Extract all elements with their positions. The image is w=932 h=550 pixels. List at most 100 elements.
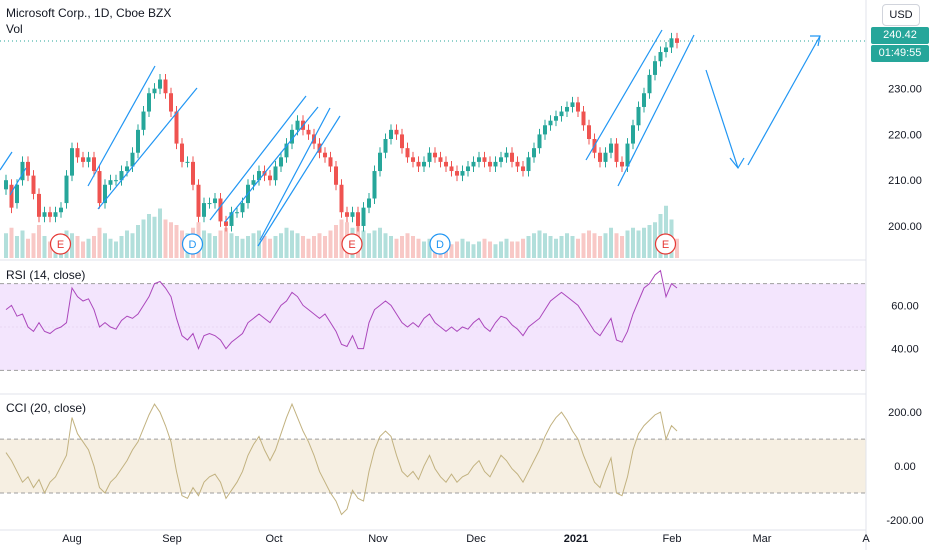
candle-body: [488, 161, 492, 167]
trend-line: [87, 65, 156, 187]
volume-bar: [488, 241, 492, 258]
candle-body: [202, 203, 206, 217]
volume-bar: [675, 238, 679, 258]
candle-body: [455, 171, 459, 176]
volume-bar: [169, 222, 173, 258]
candle-body: [273, 166, 278, 181]
volume-bar: [642, 227, 646, 258]
candle-body: [268, 175, 272, 181]
volume-bar: [108, 238, 113, 258]
volume-bar: [631, 227, 635, 258]
trend-line: [257, 115, 341, 247]
volume-bar: [114, 241, 118, 258]
volume-bar: [482, 238, 487, 258]
volume-bar: [48, 241, 52, 258]
candle-body: [565, 106, 569, 112]
candle-body: [92, 157, 96, 172]
volume-bar: [328, 230, 333, 258]
time-axis-label: A: [862, 533, 870, 545]
candle-body: [48, 212, 52, 217]
volume-label: Vol: [6, 22, 23, 36]
candle-body: [521, 166, 525, 172]
volume-bar: [323, 236, 327, 258]
candle-body: [229, 212, 234, 226]
volume-bar: [317, 233, 322, 258]
volume-bar: [625, 230, 630, 258]
event-marker-label: E: [662, 239, 669, 251]
candle-body: [136, 129, 140, 153]
volume-bar: [647, 225, 652, 258]
volume-bar: [367, 233, 371, 258]
volume-bar: [339, 219, 344, 258]
candle-body: [394, 129, 399, 135]
currency-button[interactable]: USD: [882, 4, 920, 26]
candle-body: [97, 171, 102, 204]
volume-bar: [609, 227, 613, 258]
volume-bar: [306, 238, 311, 258]
volume-bar: [213, 236, 217, 258]
candle-body: [576, 102, 580, 112]
volume-bar: [86, 238, 91, 258]
candle-body: [411, 157, 415, 162]
volume-bar: [570, 236, 575, 258]
candle-body: [130, 152, 135, 167]
candle-body: [163, 79, 168, 94]
candlestick-series: [4, 32, 679, 232]
candle-body: [444, 161, 448, 167]
candle-body: [664, 47, 668, 53]
volume-bar: [565, 233, 569, 258]
trend-line: [224, 106, 319, 223]
candle-body: [356, 212, 360, 226]
candle-body: [59, 207, 63, 213]
candle-body: [449, 166, 454, 172]
candle-body: [158, 79, 162, 89]
volume-bar: [422, 241, 426, 258]
volume-bar: [543, 233, 547, 258]
earnings-marker: [341, 233, 363, 255]
volume-bar: [455, 241, 459, 258]
candle-body: [191, 161, 195, 185]
candle-body: [26, 161, 30, 176]
volume-bar: [26, 238, 30, 258]
cci-pane: [0, 402, 866, 516]
trend-line: [747, 35, 821, 166]
trend-channel-drawings[interactable]: [0, 29, 821, 247]
volume-bar: [284, 227, 289, 258]
candle-body: [257, 171, 261, 181]
volume-bar: [235, 236, 239, 258]
volume-bar: [598, 236, 602, 258]
volume-bar: [273, 236, 278, 258]
time-axis-label: Oct: [265, 533, 282, 545]
trend-line: [0, 151, 13, 171]
volume-bar: [526, 236, 531, 258]
candle-body: [675, 38, 679, 43]
volume-bar: [499, 241, 503, 258]
cci-axis-label: 0.00: [894, 461, 915, 473]
candle-body: [438, 157, 443, 162]
trend-line: [97, 87, 198, 210]
volume-bar: [587, 230, 591, 258]
candle-body: [224, 221, 228, 226]
time-axis-label: Nov: [368, 533, 388, 545]
candle-body: [9, 184, 14, 208]
candle-body: [554, 116, 558, 121]
candle-body: [378, 152, 382, 172]
trend-line: [585, 29, 663, 161]
candle-body: [477, 157, 481, 162]
candle-body: [64, 175, 69, 204]
volume-bar: [136, 225, 140, 258]
candle-body: [4, 180, 8, 190]
volume-bar: [251, 233, 256, 258]
volume-bar: [240, 238, 245, 258]
candle-body: [647, 74, 652, 94]
candle-body: [141, 111, 146, 130]
cci-title: CCI (20, close): [6, 401, 87, 415]
candle-body: [482, 157, 487, 162]
volume-bar: [125, 230, 129, 258]
volume-bar: [378, 227, 382, 258]
candle-body: [213, 198, 217, 204]
candle-body: [510, 152, 514, 162]
volume-bar: [389, 236, 393, 258]
candle-body: [180, 143, 184, 162]
